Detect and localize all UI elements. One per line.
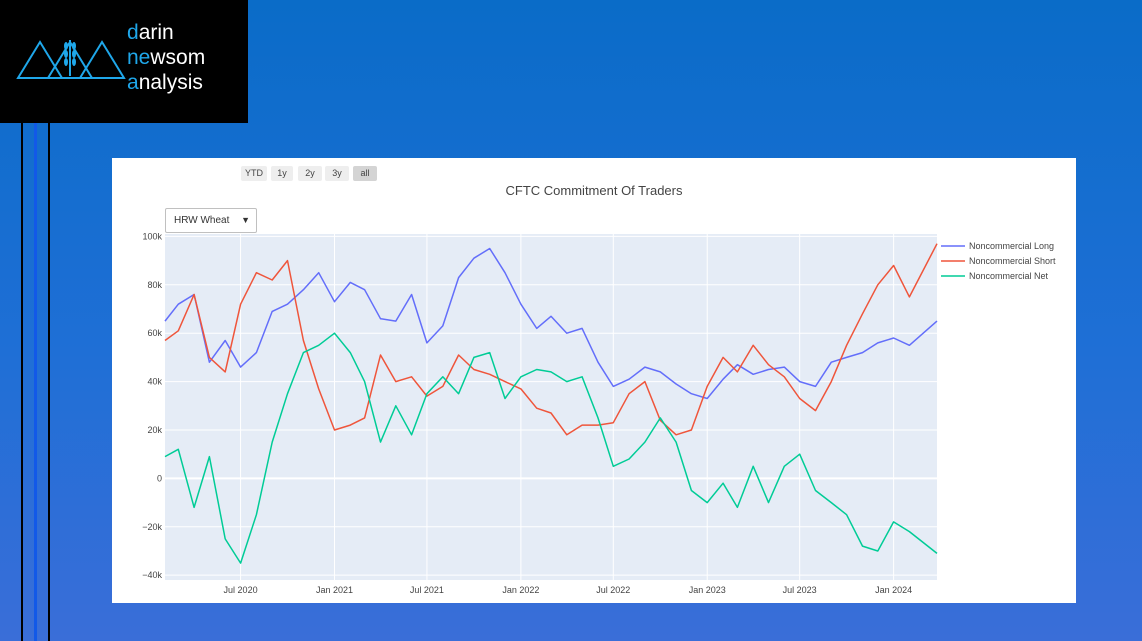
chart-card: YTD 1y 2y 3y all CFTC Commitment Of Trad… — [112, 158, 1076, 603]
y-tick-label: −40k — [142, 570, 162, 580]
x-tick-label: Jan 2022 — [502, 585, 539, 595]
decor-bar-2 — [34, 123, 37, 641]
x-tick-label: Jan 2024 — [875, 585, 912, 595]
plot-area — [165, 234, 937, 580]
x-tick-label: Jul 2021 — [410, 585, 444, 595]
chart-title: CFTC Commitment Of Traders — [505, 183, 683, 198]
x-tick-label: Jul 2020 — [224, 585, 258, 595]
brand-wordmark: darin newsom analysis — [127, 21, 206, 94]
x-tick-label: Jul 2022 — [596, 585, 630, 595]
series-line-2[interactable] — [164, 332, 938, 564]
x-tick-label: Jul 2023 — [783, 585, 817, 595]
series-line-0[interactable] — [164, 247, 938, 400]
range-1y-button[interactable]: 1y — [271, 166, 293, 181]
chart-svg: 100k 80k 60k 40k 20k 0 −20k −40k Jul 2020 Jan 20… — [142, 231, 1056, 595]
legend-label[interactable]: Noncommercial Short — [969, 256, 1056, 266]
decor-bar-1 — [21, 123, 23, 641]
range-all-button[interactable]: all — [353, 166, 377, 181]
x-tick-label: Jan 2023 — [689, 585, 726, 595]
legend-label[interactable]: Noncommercial Net — [969, 271, 1049, 281]
brand-logo: darin newsom analysis — [0, 0, 248, 123]
y-tick-label: 0 — [157, 473, 162, 483]
series-line-1[interactable] — [164, 243, 938, 436]
y-tick-label: 40k — [147, 377, 162, 387]
y-tick-label: 20k — [147, 425, 162, 435]
caret-down-icon: ▼ — [241, 215, 250, 225]
commodity-dropdown[interactable]: HRW Wheat ▼ — [165, 208, 257, 233]
range-ytd-button[interactable]: YTD — [241, 166, 267, 181]
range-2y-button[interactable]: 2y — [298, 166, 322, 181]
x-tick-label: Jan 2021 — [316, 585, 353, 595]
y-tick-label: 80k — [147, 280, 162, 290]
y-tick-label: 100k — [142, 231, 162, 241]
wheat-triangles-icon — [16, 40, 126, 79]
decor-bar-3 — [48, 123, 50, 641]
range-3y-button[interactable]: 3y — [325, 166, 349, 181]
y-tick-label: 60k — [147, 328, 162, 338]
dropdown-selected-value: HRW Wheat — [174, 215, 230, 226]
legend-label[interactable]: Noncommercial Long — [969, 241, 1054, 251]
y-tick-label: −20k — [142, 522, 162, 532]
